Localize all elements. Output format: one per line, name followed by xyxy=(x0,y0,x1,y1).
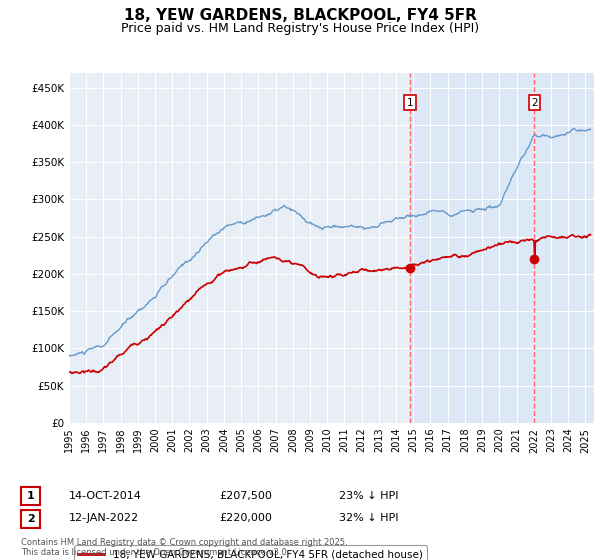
Text: Contains HM Land Registry data © Crown copyright and database right 2025.
This d: Contains HM Land Registry data © Crown c… xyxy=(21,538,347,557)
Text: 18, YEW GARDENS, BLACKPOOL, FY4 5FR: 18, YEW GARDENS, BLACKPOOL, FY4 5FR xyxy=(124,8,476,24)
Text: £220,000: £220,000 xyxy=(219,513,272,523)
Text: 12-JAN-2022: 12-JAN-2022 xyxy=(69,513,139,523)
Bar xyxy=(410,73,594,423)
Text: 1: 1 xyxy=(406,97,413,108)
Text: 1: 1 xyxy=(27,491,34,501)
Text: 14-OCT-2014: 14-OCT-2014 xyxy=(69,491,142,501)
Text: 2: 2 xyxy=(27,514,34,524)
Text: 32% ↓ HPI: 32% ↓ HPI xyxy=(339,513,398,523)
Text: 2: 2 xyxy=(531,97,538,108)
Text: Price paid vs. HM Land Registry's House Price Index (HPI): Price paid vs. HM Land Registry's House … xyxy=(121,22,479,35)
Text: 23% ↓ HPI: 23% ↓ HPI xyxy=(339,491,398,501)
Legend: 18, YEW GARDENS, BLACKPOOL, FY4 5FR (detached house), HPI: Average price, detach: 18, YEW GARDENS, BLACKPOOL, FY4 5FR (det… xyxy=(74,545,427,560)
Text: £207,500: £207,500 xyxy=(219,491,272,501)
